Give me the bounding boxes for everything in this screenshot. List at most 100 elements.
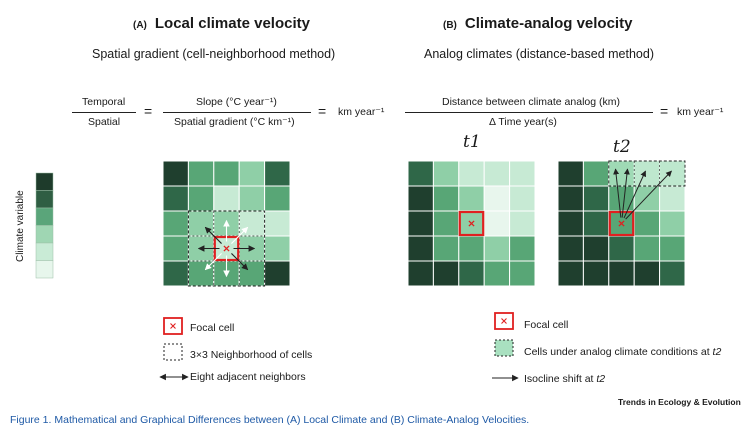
grid-t2-cell [557,235,584,262]
legend-b-isocline-prefix: Isocline shift at [524,373,597,385]
grid-t2-cell [633,235,661,262]
legend-b-focal-x [501,318,507,324]
colorbar-swatch [35,207,54,226]
grid-a-cell [238,160,266,187]
grid-t2-cell [659,185,686,212]
grid-a-border [162,160,291,287]
grid-t2-cell [659,260,686,287]
legend-b-analog-time: t2 [712,346,722,358]
grid-t2-cell [582,260,610,287]
neighbor-arrow [231,226,249,244]
grid-a-cell [162,260,189,287]
grid-a-cell [162,160,189,187]
equation-b-fraction-line [405,112,653,113]
focal-cell-t2 [608,210,635,237]
equation-a-fraction2-line [163,112,311,113]
legend-b-analog-symbol [494,339,514,357]
focal-x-mark [618,220,625,227]
panel-a-subtitle: Spatial gradient (cell-neighborhood meth… [92,47,336,61]
panel-a-letter: (A) [133,20,147,31]
grid-t1-cell [483,235,511,262]
equation-a-spatial: Spatial [88,116,121,128]
grid-t1-cell [458,185,485,212]
grid-t2-cell [608,235,635,262]
grid-t1-cell [509,185,536,212]
journal-brand: Trends in Ecology & Evolution [618,397,741,407]
grid-a-cell [162,185,189,212]
panel-a-title-text: Local climate velocity [154,15,310,32]
panel-b-title: (B) Climate-analog velocity [443,15,632,32]
grid-t1-cell [509,160,536,187]
grid-t1-cell [458,160,485,187]
grid-t1-cell [458,235,485,262]
equation-b-result: km year⁻¹ [677,106,724,118]
legend-b-analog-prefix: Cells under analog climate conditions at [524,346,713,358]
focal-x-mark [223,245,230,252]
colorbar-swatch [35,225,54,244]
grid-t1-cell [483,260,511,287]
grid-t2-cell [582,210,610,237]
grid-a-cell [238,185,266,212]
grid-a-cell [187,185,215,212]
legend-b-isocline-time: t2 [596,373,606,385]
grid-t2-cell [633,210,661,237]
neighbor-arrow [231,253,249,271]
equation-b-distance: Distance between climate analog (km) [442,96,620,108]
legend-a-focal-label: Focal cell [190,322,235,334]
grid-t1-cell [483,160,511,187]
equation-b-equals: = [660,103,669,119]
grid-t1-cell [432,210,460,237]
isocline-arrow [623,170,646,219]
grid-t2-cell [659,210,686,237]
grid-t2-cell [633,260,661,287]
grid-t1-cell [432,160,460,187]
panel-b-subtitle: Analog climates (distance-based method) [424,47,654,61]
neighbor-arrow [204,253,222,271]
equation-a-equals2: = [318,103,327,119]
grid-t2-cell [557,260,584,287]
grid-t2-cell [557,185,584,212]
grid-t1 [407,160,536,287]
grid-t2-cell [557,160,584,187]
grid-a-cell [264,210,291,237]
analog-cells-region [608,160,686,187]
grid-t2-cell [633,160,661,187]
legend-a-neighbors-label: Eight adjacent neighbors [190,371,306,383]
t1-label: t1 [463,132,481,152]
grid-a-cell [162,210,189,237]
focal-x-mark [468,220,475,227]
panel-a-title: (A) Local climate velocity [133,15,310,32]
grid-a-cell [187,160,215,187]
grid-t1-cell [432,185,460,212]
grid-a-cell [162,235,189,262]
grid-t1-cell [407,260,434,287]
panel-b-title-text: Climate-analog velocity [464,15,633,32]
diagram-overlays [187,160,686,287]
grid-t1-cell [509,235,536,262]
colorbar-swatch [35,260,54,279]
legend-symbols [159,312,519,382]
grid-t1-cell [483,185,511,212]
equation-a-fraction1-line [72,112,136,113]
grid-t1-cell [509,260,536,287]
neighbor-arrow [204,226,222,244]
grid-t1-cell [483,210,511,237]
isocline-arrow [613,168,622,218]
grid-a-cell [213,160,240,187]
equation-a-result: km year⁻¹ [338,106,385,118]
isocline-arrow [621,168,630,218]
grid-t2-cell [557,210,584,237]
isocline-arrow [625,170,672,220]
grid-t1-cell [458,260,485,287]
legend-a-neighborhood-label: 3×3 Neighborhood of cells [190,349,313,361]
equation-b-time: Δ Time year(s) [489,116,557,128]
panel-b-letter: (B) [443,20,457,31]
grid-t1-cell [407,210,434,237]
legend-b-focal-label: Focal cell [524,319,569,331]
legend-a-focal-x [170,323,176,329]
grid-t1-cell [407,160,434,187]
legend-b-isocline-label: Isocline shift at t2 [524,373,605,385]
figure-caption: Figure 1. Mathematical and Graphical Dif… [10,414,530,426]
grid-t1-cell [407,185,434,212]
focal-cell-t1 [458,210,485,237]
